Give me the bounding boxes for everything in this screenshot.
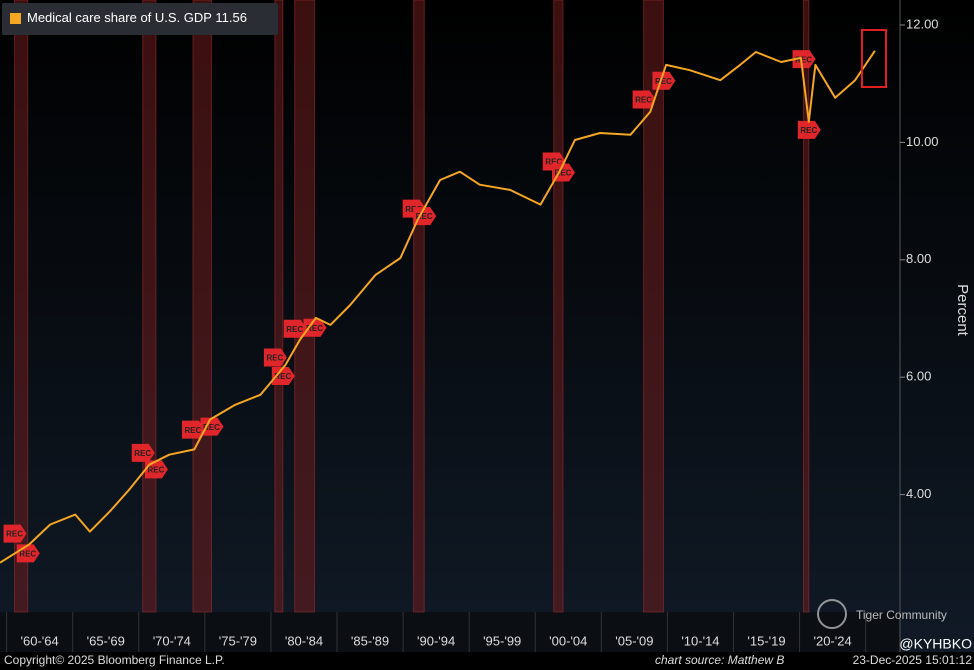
rec-label: REC: [203, 423, 220, 432]
recession-band: [553, 0, 564, 613]
footer-timestamp: 23-Dec-2025 15:01:12: [853, 653, 973, 667]
rec-label: REC: [306, 324, 323, 333]
series-line: [0, 50, 876, 564]
footer: [0, 652, 974, 670]
rec-marker: [3, 524, 27, 543]
watermark-logo: [817, 599, 847, 629]
x-tick-label: '20-'24: [813, 633, 851, 648]
recession-band: [413, 0, 425, 613]
x-tick-label: '80-'84: [285, 633, 323, 648]
rec-label: REC: [134, 449, 151, 458]
y-axis-label: Percent: [954, 284, 971, 337]
rec-marker: [263, 348, 287, 367]
rec-marker: [131, 443, 155, 462]
rec-marker: [200, 417, 224, 436]
recession-band: [142, 0, 157, 613]
recession-band: [294, 0, 316, 613]
rec-marker: [181, 420, 205, 439]
rec-marker: [413, 207, 437, 226]
recession-band: [643, 0, 664, 613]
x-tick-label: '65-'69: [87, 633, 125, 648]
x-tick-label: '05-'09: [615, 633, 653, 648]
rec-label: REC: [555, 169, 572, 178]
background: [0, 0, 974, 652]
rec-marker: [303, 318, 327, 337]
y-tick-label: 6.00: [906, 369, 931, 384]
rec-label: REC: [274, 372, 291, 381]
rec-label: REC: [19, 549, 36, 558]
y-tick-label: 12.00: [906, 16, 939, 31]
rec-label: REC: [416, 212, 433, 221]
watermark-handle: @KYHBKO: [899, 636, 972, 652]
rec-marker: [551, 163, 575, 182]
y-tick-label: 8.00: [906, 251, 931, 266]
rec-label: REC: [286, 325, 303, 334]
rec-marker: [792, 50, 816, 69]
rec-label: REC: [635, 96, 652, 105]
y-tick-label: 4.00: [906, 486, 931, 501]
rec-marker: [271, 367, 295, 386]
rec-label: REC: [185, 426, 202, 435]
rec-marker: [632, 90, 656, 109]
x-axis-strip: [0, 612, 900, 652]
recession-band: [192, 0, 212, 613]
recession-band: [803, 0, 810, 613]
footer-source: chart source: Matthew B: [655, 653, 784, 667]
rec-label: REC: [545, 158, 562, 167]
legend: [2, 3, 278, 35]
recession-band: [14, 0, 29, 613]
rec-label: REC: [800, 126, 817, 135]
rec-label: REC: [655, 77, 672, 86]
x-tick-label: '90-'94: [417, 633, 455, 648]
legend-name: Medical care share of U.S. GDP: [27, 10, 212, 25]
rec-marker: [283, 319, 307, 338]
rec-label: REC: [6, 530, 23, 539]
legend-swatch: [10, 13, 21, 24]
y-tick-label: 10.00: [906, 134, 939, 149]
x-tick-label: '00-'04: [549, 633, 587, 648]
rec-label: REC: [148, 465, 165, 474]
footer-copyright: Copyright© 2025 Bloomberg Finance L.P.: [4, 653, 225, 667]
x-tick-label: '95-'99: [483, 633, 521, 648]
legend-text: Medical care share of U.S. GDP 11.56: [27, 10, 247, 25]
legend-value: 11.56: [215, 10, 247, 25]
rec-marker: [797, 120, 821, 139]
highlight-box: [861, 29, 887, 88]
x-tick-label: '70-'74: [153, 633, 191, 648]
x-tick-label: '60-'64: [21, 633, 59, 648]
x-tick-label: '10-'14: [681, 633, 719, 648]
watermark-brand: Tiger Community: [856, 608, 947, 622]
recession-band: [274, 0, 284, 613]
rec-label: REC: [266, 354, 283, 363]
x-tick-label: '75-'79: [219, 633, 257, 648]
x-tick-label: '15-'19: [747, 633, 785, 648]
rec-label: REC: [795, 55, 812, 64]
x-tick-label: '85-'89: [351, 633, 389, 648]
